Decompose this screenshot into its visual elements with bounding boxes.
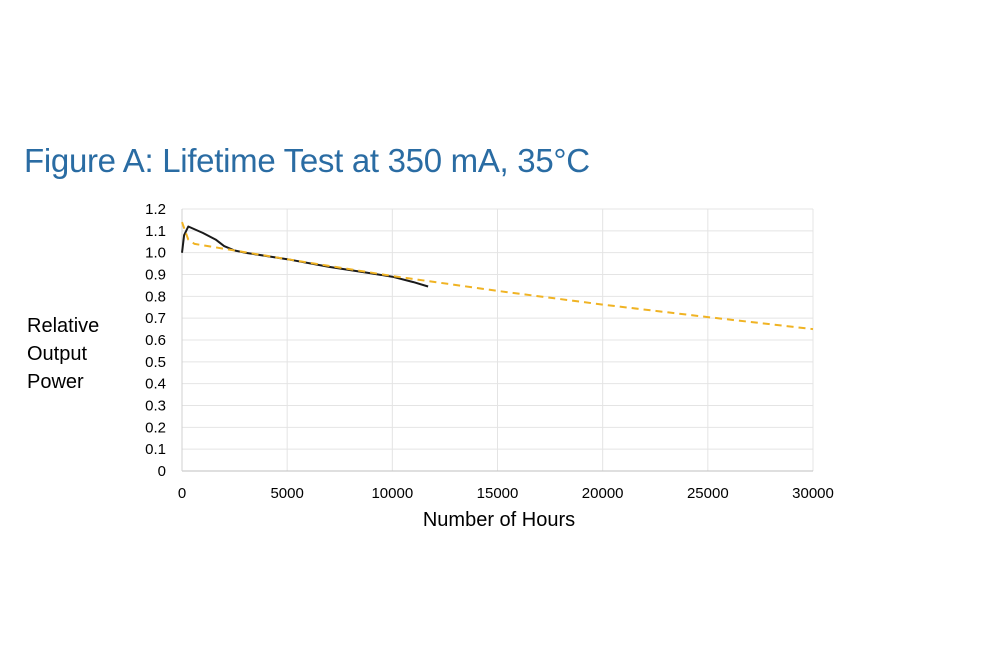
y-tick-label: 1.0 <box>145 245 166 262</box>
y-tick-label: 0.2 <box>145 419 166 436</box>
x-tick-label: 0 <box>178 485 186 502</box>
measured-line <box>181 225 429 288</box>
y-tick-label: 0.9 <box>145 267 166 284</box>
y-tick-label: 0.6 <box>145 332 166 349</box>
y-tick-label: 0.5 <box>145 354 166 371</box>
y-axis-label: Relative Output Power <box>27 312 137 396</box>
chart-title: Figure A: Lifetime Test at 350 mA, 35°C <box>24 142 590 179</box>
y-tick-label: 0.3 <box>145 398 166 415</box>
x-tick-label: 15000 <box>477 485 519 502</box>
x-axis-label: Number of Hours <box>423 509 575 531</box>
x-tick-labels: 0 5000 10000 15000 20000 25000 30000 <box>178 485 834 502</box>
x-tick-label: 5000 <box>270 485 303 502</box>
y-tick-labels: 0 0.1 0.2 0.3 0.4 0.5 0.6 0.7 0.8 0.9 1.0 1.1 1.2 <box>145 201 166 480</box>
y-tick-label: 1.2 <box>145 201 166 218</box>
y-tick-label: 0.7 <box>145 310 166 327</box>
grid-lines <box>182 208 814 471</box>
y-tick-label: 0.1 <box>145 441 166 458</box>
y-tick-label: 0.8 <box>145 288 166 305</box>
y-tick-label: 1.1 <box>145 223 166 240</box>
x-tick-label: 20000 <box>582 485 624 502</box>
trend-line-dashed <box>181 221 814 331</box>
x-tick-label: 30000 <box>792 485 834 502</box>
x-tick-label: 10000 <box>371 485 413 502</box>
x-tick-label: 25000 <box>687 485 729 502</box>
y-axis-label-line: Power <box>27 371 84 393</box>
y-axis-label-line: Relative <box>27 315 100 337</box>
y-tick-label: 0.4 <box>145 376 166 393</box>
y-tick-label: 0 <box>158 463 166 480</box>
series-lines <box>181 221 814 331</box>
y-axis-label-line: Output <box>27 343 88 365</box>
